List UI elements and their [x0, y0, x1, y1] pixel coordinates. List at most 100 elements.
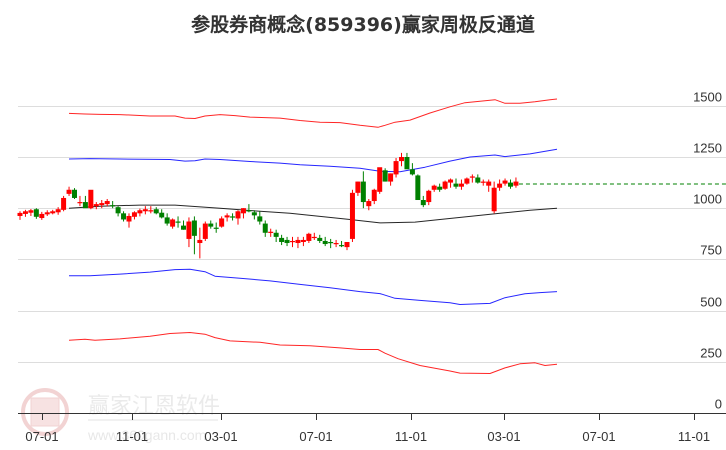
candle-body: [508, 182, 513, 187]
candle-body: [17, 212, 23, 216]
upper_outer-line: [68, 98, 558, 128]
candle-body: [426, 190, 432, 203]
candle-body: [230, 216, 236, 218]
candle-body: [197, 239, 203, 244]
candle-body: [306, 233, 312, 241]
candle-body: [99, 203, 105, 206]
x-tick-label: 07-01: [582, 429, 615, 444]
candle-body: [311, 236, 317, 239]
candle-body: [33, 209, 39, 217]
candle-body: [349, 192, 355, 239]
candle-body: [415, 175, 421, 201]
x-tick-label: 03-01: [204, 429, 237, 444]
candle-body: [82, 202, 88, 209]
candle-body: [110, 205, 116, 207]
candle-body: [22, 211, 28, 214]
candle-body: [420, 200, 426, 206]
watermark-url: www.360gann.com: [87, 427, 206, 443]
candle-body: [240, 208, 246, 214]
upper_inner-line: [68, 148, 558, 173]
candle-body: [344, 241, 350, 248]
y-tick-label: 250: [700, 346, 722, 361]
candle-body: [137, 210, 143, 214]
candle-body: [458, 183, 464, 187]
candle-body: [257, 216, 263, 222]
chart-title: 参股券商概念(859396)赢家周极反通道: [191, 14, 535, 36]
candle-body: [131, 212, 137, 217]
candle-body: [513, 181, 519, 186]
candle-body: [317, 237, 323, 241]
x-tick-label: 11-01: [395, 429, 427, 444]
candle-body: [442, 181, 448, 189]
candle-body: [371, 189, 377, 202]
candle-body: [366, 201, 372, 207]
candle-body: [322, 240, 328, 245]
candle-body: [148, 210, 154, 212]
grid-lines: [18, 106, 726, 363]
candle-body: [360, 181, 366, 203]
candle-body: [39, 213, 45, 219]
seal-icon: [21, 388, 69, 436]
x-axis: 07-01 11-01 03-01 07-01 11-01 03-01 07-01 11-01: [18, 413, 726, 444]
candle-body: [393, 161, 399, 175]
candle-body: [170, 219, 176, 227]
candle-body: [339, 245, 345, 247]
channel-lines: [68, 98, 558, 374]
candle-body: [382, 170, 388, 182]
candle-body: [251, 212, 257, 216]
candle-body: [333, 243, 339, 245]
x-tick-label: 07-01: [25, 429, 58, 444]
y-tick-label: 500: [700, 295, 722, 310]
candle-body: [399, 157, 404, 162]
candle-body: [300, 239, 306, 242]
x-tick-label: 03-01: [487, 429, 520, 444]
candle-body: [28, 210, 34, 213]
candle-body: [404, 157, 410, 170]
candle-body: [279, 237, 285, 242]
candle-body: [246, 210, 252, 212]
candle-body: [88, 189, 94, 209]
candle-body: [142, 209, 148, 212]
candle-body: [159, 212, 165, 218]
y-tick-label: 1500: [693, 90, 722, 105]
y-axis: 0 250 500 750 1000 1250 1500: [693, 90, 722, 412]
candle-body: [502, 180, 508, 184]
candle-body: [213, 227, 219, 229]
candle-body: [208, 223, 214, 227]
candle-body: [448, 179, 454, 183]
candle-body: [262, 223, 268, 233]
candle-body: [469, 176, 475, 178]
candle-body: [50, 211, 56, 214]
candle-body: [77, 202, 83, 204]
candle-body: [93, 204, 99, 207]
y-tick-label: 1000: [693, 192, 722, 207]
candle-body: [224, 215, 230, 218]
candle-body: [453, 183, 459, 187]
x-tick-label: 07-01: [299, 429, 332, 444]
y-tick-label: 0: [715, 397, 722, 412]
candle-body: [486, 181, 492, 186]
candle-body: [104, 201, 110, 205]
lower_inner-line: [69, 268, 558, 305]
x-tick-label: 11-01: [116, 429, 148, 444]
middle-line: [68, 204, 558, 224]
candle-body: [202, 223, 208, 239]
candle-body: [186, 221, 192, 239]
candle-body: [268, 231, 274, 233]
candle-body: [388, 173, 394, 182]
watermark-name: 赢家江恩软件: [88, 394, 220, 419]
y-tick-label: 750: [700, 243, 722, 258]
y-tick-label: 1250: [693, 141, 722, 156]
candle-body: [115, 207, 121, 214]
candle-body: [121, 213, 127, 220]
candle-body: [126, 215, 132, 222]
candle-body: [235, 211, 241, 219]
candlesticks: [17, 152, 519, 259]
candle-body: [497, 183, 503, 188]
candle-body: [480, 181, 486, 183]
candle-body: [290, 240, 295, 243]
candle-body: [437, 186, 443, 190]
candle-body: [273, 232, 279, 237]
candle-body: [475, 177, 481, 183]
